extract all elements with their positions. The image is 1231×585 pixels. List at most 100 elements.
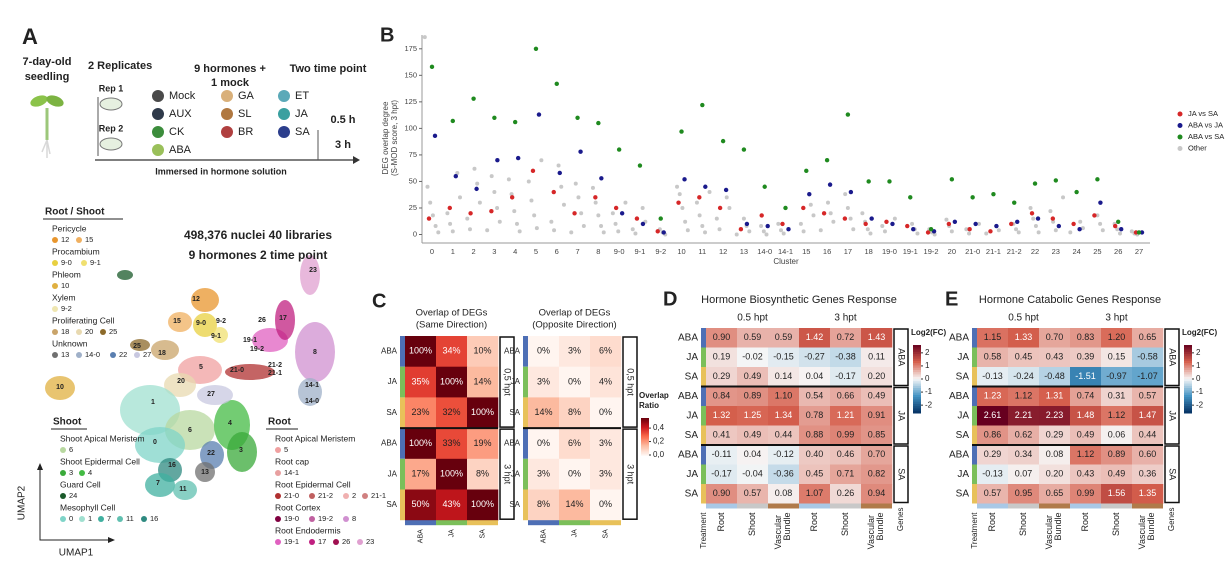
- colorbar-step: [641, 443, 649, 446]
- row-color-strip: [972, 406, 977, 426]
- colorbar-tick-label: 2: [925, 348, 930, 357]
- column-color-strip: [1101, 503, 1132, 509]
- heatmap-cell: [830, 445, 862, 465]
- cell-label: 0.06: [1108, 430, 1126, 440]
- legend-swatch: [52, 306, 58, 312]
- label: 0.5 h: [330, 114, 355, 126]
- label: 12: [61, 235, 69, 244]
- data-point: [509, 195, 515, 200]
- column-color-strip: [559, 520, 590, 526]
- label: Root Endodermis: [275, 525, 341, 535]
- cell-label: -0.24: [1013, 371, 1034, 381]
- data-point: [474, 186, 479, 192]
- colorbar-step: [641, 453, 649, 456]
- label: SA: [295, 126, 310, 138]
- data-point: [761, 229, 766, 234]
- x-tick-label: 9-2: [655, 247, 666, 256]
- row-label: ABA: [678, 332, 698, 343]
- row-label: JA: [957, 469, 969, 480]
- cell-label: 6%: [568, 438, 581, 448]
- data-point: [723, 187, 729, 193]
- data-point: [1031, 216, 1036, 221]
- row-color-strip: [400, 397, 405, 429]
- cell-label: 0.59: [775, 332, 793, 342]
- data-point: [741, 147, 747, 152]
- column-color-strip: [590, 520, 621, 526]
- label: Root Cortex: [275, 502, 321, 512]
- label: 8: [352, 514, 356, 523]
- cell-label: 0.89: [1108, 449, 1126, 459]
- data-point: [1092, 213, 1097, 218]
- heatmap-cell: [768, 484, 800, 504]
- colorbar-step: [641, 435, 649, 437]
- group-label: 0,5 hpt: [626, 368, 636, 396]
- cell-label: 23%: [411, 407, 429, 417]
- colorbar-step: [1184, 397, 1192, 400]
- legend-swatch: [76, 329, 82, 335]
- heatmap-cell: [1132, 425, 1164, 446]
- heatmap-cell: [977, 328, 1009, 348]
- cell-label: -0.17: [835, 371, 856, 381]
- label: 2 Replicates: [88, 60, 152, 72]
- heatmap-cell: [861, 464, 893, 485]
- umap-cluster-blob: [227, 432, 257, 472]
- data-point: [801, 205, 806, 211]
- column-color-strip: [405, 520, 436, 526]
- heatmap-cell: [768, 464, 800, 485]
- data-point: [1118, 231, 1123, 236]
- data-point: [1116, 219, 1121, 224]
- label: Root Epidermal Cell: [275, 479, 351, 489]
- data-point: [843, 192, 848, 197]
- label: 7-day-old: [23, 56, 72, 68]
- colorbar-step: [1184, 379, 1192, 382]
- x-tick-label: 21-1: [986, 247, 1001, 256]
- data-point: [949, 177, 955, 182]
- cluster-label: 5: [199, 364, 203, 371]
- heatmap-cell: [1039, 406, 1071, 426]
- heatmap-cell: [1132, 347, 1164, 368]
- data-point: [1032, 181, 1038, 186]
- group-box: [622, 336, 638, 428]
- column-label: Vascular Bundle: [773, 513, 792, 550]
- data-point: [714, 216, 719, 221]
- cluster-label: 27: [207, 391, 215, 398]
- data-point: [445, 211, 450, 216]
- cell-label: 100%: [409, 346, 432, 356]
- data-point: [1048, 209, 1053, 214]
- colorbar-step: [913, 347, 921, 351]
- x-tick-label: 1: [451, 247, 455, 256]
- data-point: [1050, 216, 1056, 221]
- row-label: SA: [956, 371, 970, 382]
- cluster-label: 17: [279, 315, 287, 322]
- legend-swatch: [52, 283, 58, 289]
- colorbar-tick-label: 0,4: [653, 423, 665, 432]
- data-point: [630, 227, 635, 232]
- data-point: [780, 221, 785, 227]
- heatmap-cell: [1070, 386, 1102, 407]
- cell-label: 1.31: [1046, 391, 1064, 401]
- colorbar-step: [913, 390, 921, 394]
- colorbar-step: [641, 427, 649, 430]
- data-point: [506, 177, 511, 182]
- umap-cluster-blob: [300, 255, 320, 295]
- hormone-swatch: [152, 126, 164, 138]
- row-color-strip: [972, 464, 977, 484]
- data-point: [675, 184, 680, 189]
- label: 21-1: [371, 491, 386, 500]
- group-box: [893, 328, 909, 387]
- cell-label: 0.83: [1077, 332, 1095, 342]
- x-tick-label: 11: [698, 247, 706, 256]
- data-point: [512, 209, 517, 214]
- cell-label: 1.20: [1108, 332, 1126, 342]
- heatmap-cell: [1039, 347, 1071, 368]
- heatmap-cell: [861, 425, 893, 446]
- label: 14-0: [85, 350, 100, 359]
- column-color-strip: [1039, 503, 1070, 509]
- umap-cluster-blob: [200, 441, 224, 469]
- colorbar-step: [913, 351, 921, 355]
- colorbar-step: [1184, 360, 1192, 364]
- colorbar-step: [913, 383, 921, 387]
- label: Proliferating Cell: [52, 315, 114, 325]
- x-tick-label: 14-1: [778, 247, 793, 256]
- legend-swatch: [309, 493, 315, 499]
